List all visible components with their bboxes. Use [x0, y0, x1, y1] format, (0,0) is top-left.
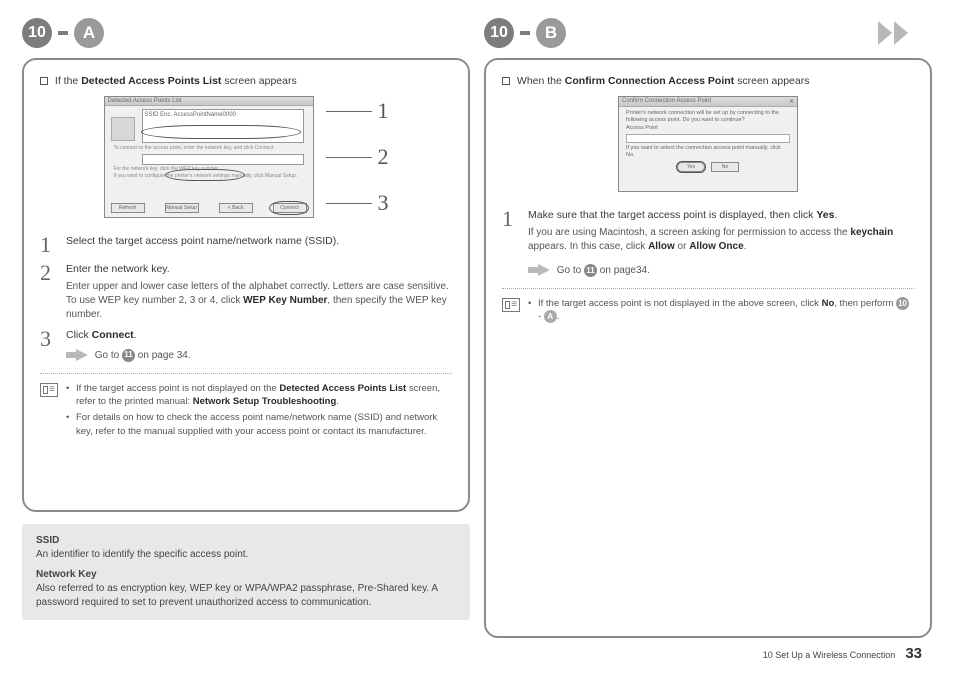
step-2-sub: Enter upper and lower case letters of th…: [66, 280, 452, 322]
note-block-10a: If the target access point is not displa…: [40, 373, 452, 441]
definitions-box: SSID An identifier to identify the speci…: [22, 524, 470, 620]
step-letter-circle: B: [536, 18, 566, 48]
intro-suffix: screen appears: [221, 75, 296, 87]
step-2: 2 Enter the network key. Enter upper and…: [40, 262, 452, 322]
note-2: For details on how to check the access p…: [66, 411, 452, 438]
step-letter-circle: A: [74, 18, 104, 48]
footer-section: 10 Set Up a Wireless Connection: [763, 650, 896, 660]
intro-10a: If the Detected Access Points List scree…: [40, 74, 452, 88]
step-3-text: Click Connect.: [66, 328, 452, 343]
step-1-text: Select the target access point name/netw…: [66, 234, 452, 256]
column-10b: 10 B When the Confirm Connection Access …: [484, 18, 932, 650]
page-number: 33: [905, 645, 922, 662]
page-footer: 10 Set Up a Wireless Connection 33: [763, 645, 922, 662]
note-block-10b: If the target access point is not displa…: [502, 288, 914, 327]
intro-10b: When the Confirm Connection Access Point…: [502, 74, 914, 88]
term-network-key: Network Key: [36, 568, 456, 582]
header-10a: 10 A: [22, 18, 470, 48]
screenshot-detected-ap-list: Detected Access Points List SSID Enc. Ac…: [104, 96, 314, 218]
step-3: 3 Click Connect. Go to 11 on page 34.: [40, 328, 452, 363]
header-dash: [520, 31, 530, 35]
panel-10b: When the Confirm Connection Access Point…: [484, 58, 932, 638]
header-10b: 10 B: [484, 18, 932, 48]
callout-numbers: 1 2 3: [326, 98, 389, 216]
goto-11-right: Go to 11 on page34.: [528, 264, 914, 278]
step-1: 1 Select the target access point name/ne…: [40, 234, 452, 256]
note-1: If the target access point is not displa…: [66, 382, 452, 409]
window-titlebar: Detected Access Points List: [105, 97, 313, 106]
screenshot-10a-wrap: Detected Access Points List SSID Enc. Ac…: [40, 96, 452, 218]
mac-note: If you are using Macintosh, a screen ask…: [528, 226, 914, 254]
goto-11: Go to 11 on page 34.: [66, 349, 452, 363]
panel-10a: If the Detected Access Points List scree…: [22, 58, 470, 512]
header-dash: [58, 31, 68, 35]
intro-prefix: If the: [55, 75, 81, 87]
def-network-key: Also referred to as encryption key, WEP …: [36, 582, 456, 610]
step-number-circle: 10: [484, 18, 514, 48]
intro-bold: Detected Access Points List: [81, 75, 221, 87]
manual-icon: [40, 383, 58, 397]
def-ssid: An identifier to identify the specific a…: [36, 548, 456, 562]
manual-icon: [502, 298, 520, 312]
step-1b-text: Make sure that the target access point i…: [528, 208, 914, 223]
term-ssid: SSID: [36, 534, 456, 548]
step-1-right: 1 Make sure that the target access point…: [502, 208, 914, 278]
screenshot-confirm-dialog: Confirm Connection Access Point✕ Printer…: [618, 96, 798, 192]
note-right: If the target access point is not displa…: [528, 297, 914, 324]
column-10a: 10 A If the Detected Access Points List …: [22, 18, 470, 650]
step-number-circle: 10: [22, 18, 52, 48]
step-2-text: Enter the network key.: [66, 262, 452, 277]
